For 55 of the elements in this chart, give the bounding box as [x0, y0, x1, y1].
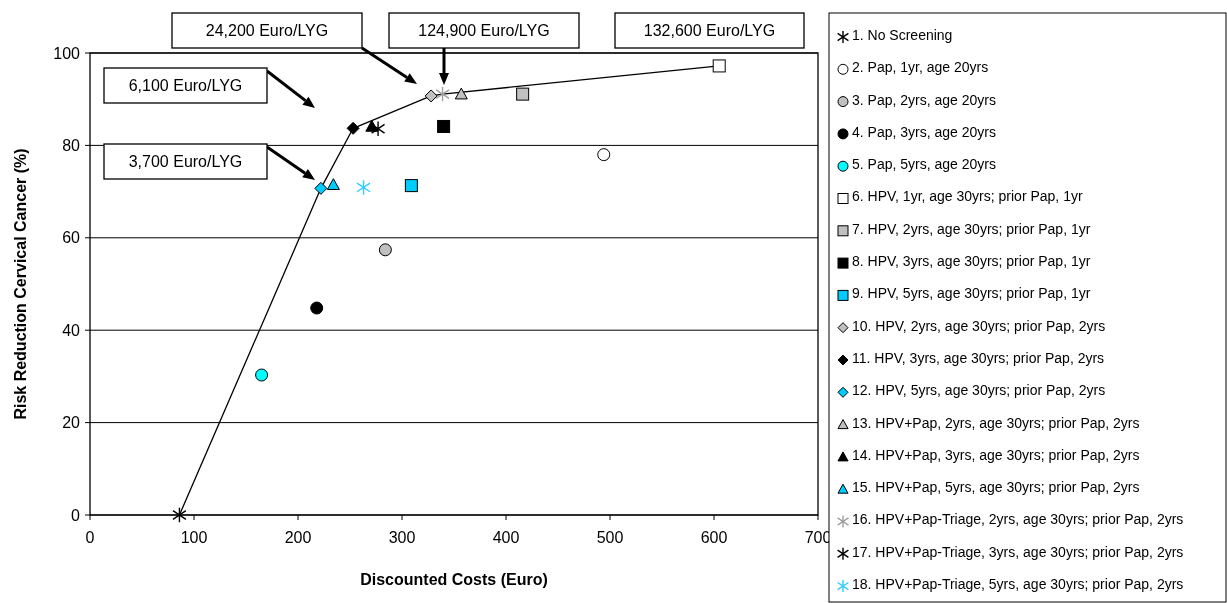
y-tick-label: 80 [62, 137, 81, 154]
x-axis-title: Discounted Costs (Euro) [360, 571, 548, 588]
x-tick-label: 500 [596, 529, 624, 546]
legend-label: 3. Pap, 2yrs, age 20yrs [852, 91, 996, 108]
point [370, 120, 386, 137]
point [356, 179, 371, 196]
point [326, 178, 340, 190]
x-tick-label: 0 [85, 529, 95, 546]
legend-label: 8. HPV, 3yrs, age 30yrs; prior Pap, 1yr [852, 253, 1091, 269]
x-tick-label: 400 [492, 529, 520, 546]
x-tick-label: 600 [700, 529, 728, 546]
legend-label: 12. HPV, 5yrs, age 30yrs; prior Pap, 2yrs [852, 382, 1106, 399]
legend-label: 10. HPV, 2yrs, age 30yrs; prior Pap, 2yrs [852, 317, 1106, 334]
y-tick-label: 0 [71, 506, 81, 524]
legend-label: 7. HPV, 2yrs, age 30yrs; prior Pap, 1yr [852, 220, 1091, 237]
point [314, 181, 328, 195]
text: 124,900 Euro/LYG [418, 22, 550, 40]
legend-label: 13. HPV+Pap, 2yrs, age 30yrs; prior Pap, 2yrs [852, 414, 1140, 431]
point [255, 368, 269, 382]
y-tick-label: 40 [62, 321, 81, 339]
legend-label: 11. HPV, 3yrs, age 30yrs; prior Pap, 2yrs [852, 349, 1105, 366]
legend-label: 6. HPV, 1yr, age 30yrs; prior Pap, 1yr [852, 188, 1083, 205]
point [712, 59, 726, 73]
legend-label: 4. Pap, 3yrs, age 20yrs [852, 123, 996, 140]
legend-label: 16. HPV+Pap-Triage, 2yrs, age 30yrs; prior Pap, 2yrs [852, 511, 1184, 528]
point [172, 507, 187, 523]
annotation: 3,700 Euro/LYG [128, 153, 243, 171]
point [454, 87, 468, 100]
y-axis-title: Risk Reduction Cervical Cancer (%) [12, 148, 29, 420]
legend-label: 17. HPV+Pap-Triage, 3yrs, age 30yrs; prior Pap, 2yrs [852, 543, 1184, 560]
legend-label: 1. No Screening [852, 26, 953, 43]
x-tick-label: 100 [180, 529, 208, 546]
x-tick-label: 200 [284, 529, 312, 546]
point [597, 148, 611, 162]
x-tick-label: 300 [388, 529, 416, 546]
point [404, 179, 418, 193]
legend-label: 18. HPV+Pap-Triage, 5yrs, age 30yrs; prior Pap, 2yrs [852, 576, 1184, 592]
text: 132,600 Euro/LYG [643, 22, 776, 40]
point [378, 243, 392, 257]
legend-label: 14. HPV+Pap, 3yrs, age 30yrs; prior Pap, 2yrs [852, 446, 1140, 463]
y-tick-label: 60 [62, 229, 81, 247]
point [424, 89, 438, 103]
point [310, 301, 324, 315]
annotation: 6,100 Euro/LYG [128, 77, 243, 95]
text: 24,200 Euro/LYG [205, 22, 329, 40]
point [437, 119, 451, 133]
legend-label: 15. HPV+Pap, 5yrs, age 30yrs; prior Pap, 2yrs [852, 479, 1140, 496]
y-tick-label: 20 [62, 414, 81, 432]
legend-label: 5. Pap, 5yrs, age 20yrs [852, 156, 996, 173]
legend-label: 9. HPV, 5yrs, age 30yrs; prior Pap, 1yr [852, 285, 1091, 302]
point [346, 121, 360, 135]
point [516, 87, 530, 101]
y-tick-label: 100 [53, 44, 81, 62]
legend-label: 2. Pap, 1yr, age 20yrs [852, 59, 989, 76]
point [435, 86, 450, 103]
